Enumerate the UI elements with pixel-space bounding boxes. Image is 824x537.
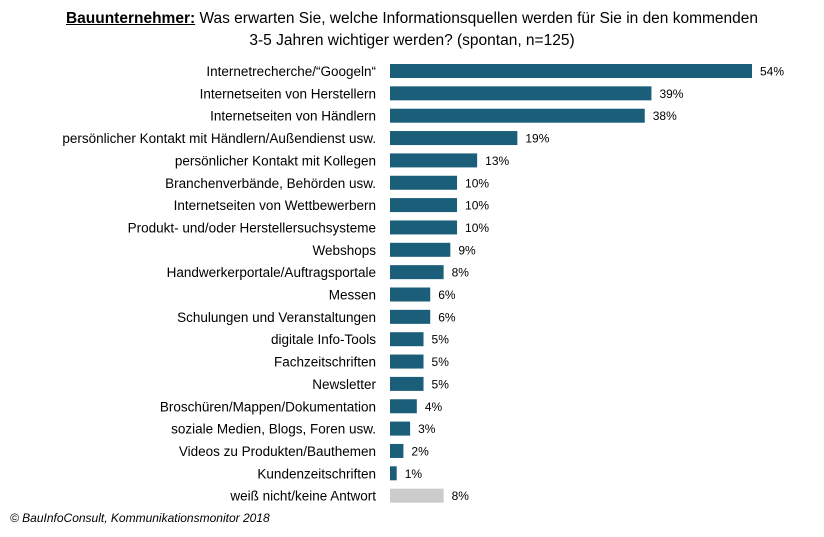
bar (390, 265, 444, 280)
value-label: 13% (485, 154, 509, 168)
category-label: Newsletter (312, 377, 376, 392)
bar (390, 198, 458, 213)
value-label: 8% (452, 489, 470, 503)
bar (390, 153, 478, 168)
category-label: Webshops (312, 243, 376, 258)
bar (390, 287, 431, 302)
bar (390, 64, 752, 78)
bar (390, 108, 645, 123)
value-label: 10% (465, 199, 489, 213)
category-label: Internetseiten von Wettbewerbern (174, 198, 376, 213)
chart-title-prefix: Bauunternehmer: (65, 10, 196, 27)
value-label: 10% (465, 176, 489, 190)
value-label: 4% (425, 400, 443, 414)
value-label: 6% (438, 310, 456, 324)
source-note: © BauInfoConsult, Kommunikationsmonitor … (10, 511, 270, 525)
bar (390, 220, 458, 235)
category-label: weiß nicht/keine Antwort (229, 489, 376, 504)
category-label: Kundenzeitschriften (257, 466, 376, 481)
value-label: 19% (525, 132, 549, 146)
chart-title: Bauunternehmer: Was erwarten Sie, welche… (0, 8, 824, 52)
bar (390, 175, 458, 190)
bar (390, 354, 424, 369)
value-label: 38% (653, 109, 677, 123)
category-label: Branchenverbände, Behörden usw. (165, 176, 376, 191)
category-label: Handwerkerportale/Auftragsportale (167, 265, 376, 280)
bar (390, 466, 397, 481)
value-label: 2% (411, 444, 429, 458)
category-label: Internetrecherche/“Googeln“ (206, 64, 376, 79)
category-label: digitale Info-Tools (271, 332, 376, 347)
category-label: Messen (329, 288, 376, 303)
value-label: 9% (458, 243, 476, 257)
category-label: Produkt- und/oder Herstellersuchsysteme (128, 220, 376, 235)
value-label: 6% (438, 288, 456, 302)
bar (390, 131, 518, 146)
value-label: 5% (432, 377, 450, 391)
chart-title-line2: 3-5 Jahren wichtiger werden? (spontan, n… (249, 32, 575, 49)
category-label: soziale Medien, Blogs, Foren usw. (171, 422, 376, 437)
category-label: Broschüren/Mappen/Dokumentation (160, 399, 376, 414)
bar (390, 332, 424, 347)
value-label: 1% (405, 467, 423, 481)
value-label: 10% (465, 221, 489, 235)
category-label: Internetseiten von Herstellern (200, 86, 376, 101)
category-label: Videos zu Produkten/Bauthemen (179, 444, 376, 459)
category-label: persönlicher Kontakt mit Händlern/Außend… (62, 131, 376, 146)
value-label: 39% (659, 87, 683, 101)
bar (390, 309, 431, 324)
value-label: 3% (418, 422, 436, 436)
bar (390, 443, 404, 458)
bar (390, 488, 444, 503)
chart-title-line1: Was erwarten Sie, welche Informationsque… (199, 10, 759, 27)
bar (390, 399, 417, 414)
value-label: 5% (432, 355, 450, 369)
bar (390, 376, 424, 391)
value-label: 5% (432, 333, 450, 347)
category-label: Schulungen und Veranstaltungen (177, 310, 376, 325)
value-label: 54% (760, 65, 784, 79)
bar (390, 86, 652, 101)
bar (390, 421, 411, 436)
category-label: persönlicher Kontakt mit Kollegen (175, 153, 376, 168)
bar (390, 242, 451, 257)
category-label: Fachzeitschriften (274, 355, 376, 370)
value-label: 8% (452, 266, 470, 280)
category-label: Internetseiten von Händlern (210, 109, 376, 124)
